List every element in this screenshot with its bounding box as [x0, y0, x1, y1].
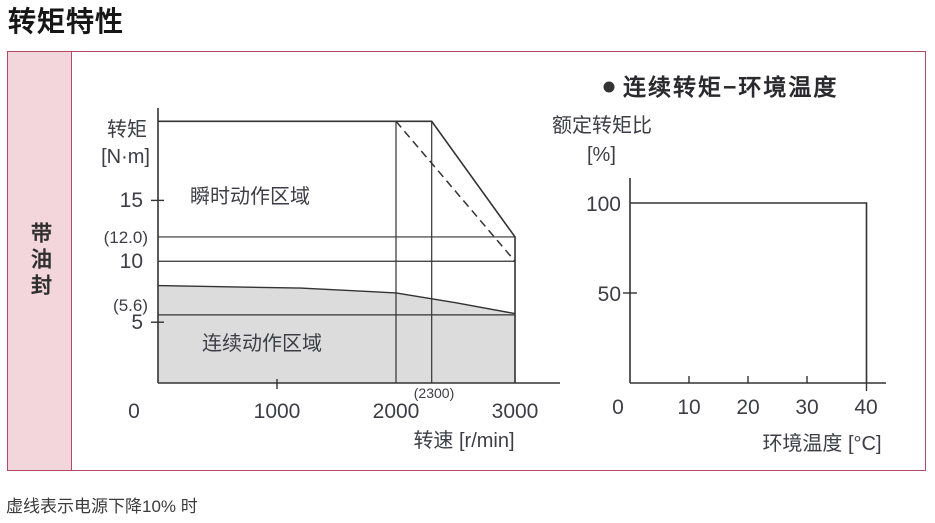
ratio-axis-unit: [%]: [587, 144, 616, 166]
rytick-label-100: 100: [586, 193, 621, 216]
xtick-label-3000: 3000: [492, 400, 539, 423]
ytick-label-12-0: (12.0): [104, 228, 148, 247]
region-continuous-label: 连续动作区域: [202, 332, 322, 355]
xtick-label-1000: 1000: [254, 400, 301, 423]
torque-axis-label: 转矩: [107, 118, 147, 141]
ratio-axis-label: 额定转矩比: [552, 114, 652, 137]
rxtick-label-0: 0: [612, 396, 624, 419]
rxtick-label-30: 30: [795, 396, 818, 419]
xtick-label-0: 0: [128, 400, 140, 423]
ytick-label-15: 15: [120, 189, 143, 212]
right-chart-axes: [629, 178, 886, 384]
sidebar-label: 带油封: [28, 222, 52, 300]
right-chart-tick-marks: [623, 292, 868, 391]
left-chart-tick-marks: [151, 199, 278, 389]
dashed-line-note: 虚线表示电源下降10% 时: [6, 497, 198, 516]
temperature-axis-label: 环境温度 [°C]: [762, 432, 881, 455]
torque-ratio-line: [630, 202, 868, 383]
region-instantaneous-label: 瞬时动作区域: [190, 185, 310, 208]
rxtick-label-20: 20: [736, 396, 759, 419]
speed-axis-label: 转速 [r/min]: [413, 429, 514, 452]
continuous-region-fill: [158, 285, 515, 383]
right-chart-geometry: [630, 202, 868, 383]
rytick-label-50: 50: [598, 283, 621, 306]
rxtick-label-40: 40: [854, 396, 877, 419]
ytick-label-5: 5: [131, 311, 143, 334]
torque-axis-unit: [N·m]: [101, 146, 150, 168]
left-chart-geometry: [157, 120, 516, 383]
xtick-label-2300: (2300): [414, 385, 454, 401]
peak-10pct-drop-dashed-line: [395, 120, 516, 262]
page-title: 转矩特性: [8, 6, 125, 37]
sidebar-oil-seal: 带油封: [8, 52, 72, 470]
right-chart-title: 连续转矩−环境温度: [623, 74, 838, 100]
ytick-label-5-6: (5.6): [113, 296, 148, 315]
left-chart-axes: [157, 108, 560, 384]
ytick-label-10: 10: [120, 250, 143, 273]
rxtick-label-10: 10: [677, 396, 700, 419]
xtick-label-2000: 2000: [373, 400, 420, 423]
bullet-icon: [603, 81, 615, 93]
continuous-boundary-line: [157, 284, 516, 315]
peak-boundary-line: [158, 120, 516, 383]
